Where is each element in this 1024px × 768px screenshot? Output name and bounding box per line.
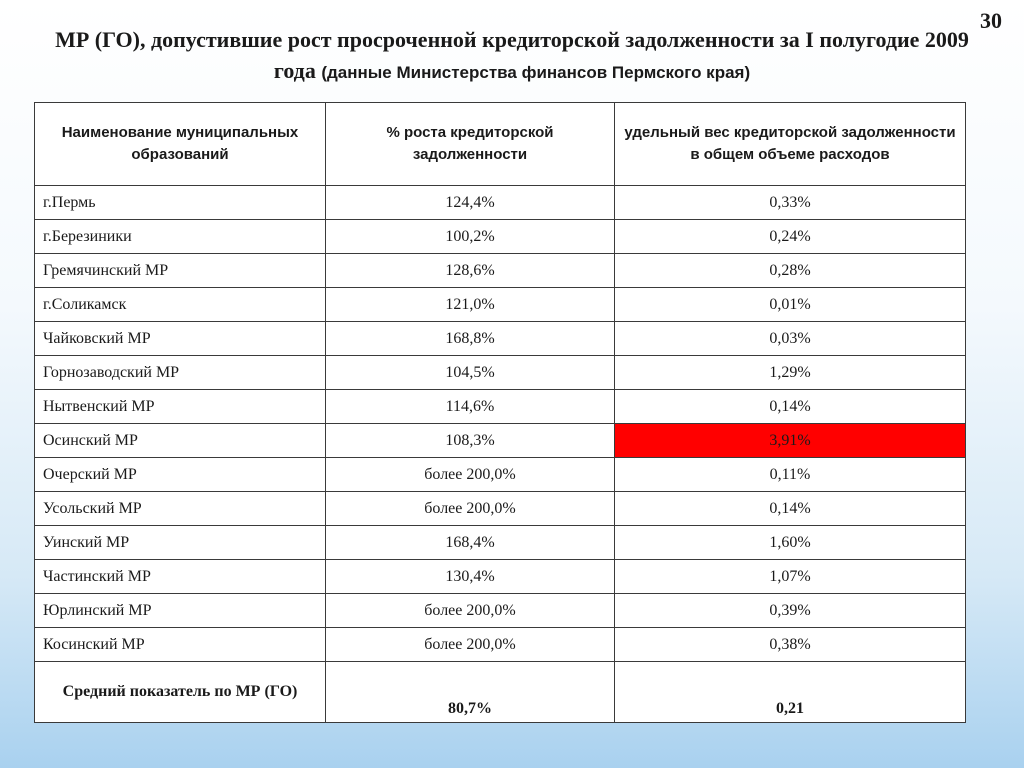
growth-cell: 128,6% xyxy=(325,253,615,288)
growth-cell: 168,4% xyxy=(325,525,615,560)
table-row: г.Березиники 100,2% 0,24% xyxy=(34,219,966,254)
share-cell: 0,03% xyxy=(614,321,966,356)
municipality-cell: Юрлинский МР xyxy=(34,593,326,628)
municipality-cell: Чайковский МР xyxy=(34,321,326,356)
share-cell: 1,07% xyxy=(614,559,966,594)
page-number: 30 xyxy=(980,8,1002,33)
share-cell: 0,24% xyxy=(614,219,966,254)
share-cell: 0,11% xyxy=(614,457,966,492)
table-row: г.Пермь 124,4% 0,33% xyxy=(34,185,966,220)
growth-cell: 121,0% xyxy=(325,287,615,322)
municipality-cell: Осинский МР xyxy=(34,423,326,458)
table-body: г.Пермь 124,4% 0,33% г.Березиники 100,2% 0,24… xyxy=(34,185,966,723)
growth-cell: 124,4% xyxy=(325,185,615,220)
average-growth: 80,7% xyxy=(325,661,615,723)
growth-cell: 168,8% xyxy=(325,321,615,356)
table-header-row: Наименование муниципальных образований %… xyxy=(34,102,966,186)
municipality-cell: Частинский МР xyxy=(34,559,326,594)
table-row: Юрлинский МР более 200,0% 0,39% xyxy=(34,593,966,628)
credit-debt-table: Наименование муниципальных образований %… xyxy=(34,102,966,723)
table-row: Уинский МР 168,4% 1,60% xyxy=(34,525,966,560)
municipality-cell: Косинский МР xyxy=(34,627,326,662)
growth-cell: более 200,0% xyxy=(325,457,615,492)
share-cell: 0,01% xyxy=(614,287,966,322)
table-row: Частинский МР 130,4% 1,07% xyxy=(34,559,966,594)
share-cell-highlighted: 3,91% xyxy=(614,423,966,458)
table-row: Горнозаводский МР 104,5% 1,29% xyxy=(34,355,966,390)
share-cell: 1,29% xyxy=(614,355,966,390)
municipality-cell: Горнозаводский МР xyxy=(34,355,326,390)
share-cell: 1,60% xyxy=(614,525,966,560)
title-main: МР (ГО), допустившие рост просроченной к… xyxy=(55,27,969,83)
table-row: Нытвенский МР 114,6% 0,14% xyxy=(34,389,966,424)
municipality-cell: Очерский МР xyxy=(34,457,326,492)
growth-cell: более 200,0% xyxy=(325,593,615,628)
average-row: Средний показатель по МР (ГО) 80,7% 0,21 xyxy=(34,661,966,723)
table-row: Очерский МР более 200,0% 0,11% xyxy=(34,457,966,492)
average-label: Средний показатель по МР (ГО) xyxy=(34,661,326,723)
growth-cell: более 200,0% xyxy=(325,627,615,662)
title-source: (данные Министерства финансов Пермского … xyxy=(321,63,751,82)
growth-cell: 104,5% xyxy=(325,355,615,390)
share-cell: 0,38% xyxy=(614,627,966,662)
municipality-cell: Уинский МР xyxy=(34,525,326,560)
header-share: удельный вес кредиторской задолженности … xyxy=(614,102,966,186)
table-row: Гремячинский МР 128,6% 0,28% xyxy=(34,253,966,288)
share-cell: 0,14% xyxy=(614,491,966,526)
municipality-cell: Гремячинский МР xyxy=(34,253,326,288)
header-growth: % роста кредиторской задолженности xyxy=(325,102,615,186)
share-cell: 0,39% xyxy=(614,593,966,628)
municipality-cell: Нытвенский МР xyxy=(34,389,326,424)
table-row: Чайковский МР 168,8% 0,03% xyxy=(34,321,966,356)
growth-cell: 114,6% xyxy=(325,389,615,424)
growth-cell: 108,3% xyxy=(325,423,615,458)
page-title: МР (ГО), допустившие рост просроченной к… xyxy=(40,24,984,88)
municipality-cell: г.Березиники xyxy=(34,219,326,254)
growth-cell: 100,2% xyxy=(325,219,615,254)
municipality-cell: г.Пермь xyxy=(34,185,326,220)
table-row: г.Соликамск 121,0% 0,01% xyxy=(34,287,966,322)
table-row: Косинский МР более 200,0% 0,38% xyxy=(34,627,966,662)
share-cell: 0,14% xyxy=(614,389,966,424)
growth-cell: более 200,0% xyxy=(325,491,615,526)
share-cell: 0,33% xyxy=(614,185,966,220)
average-share: 0,21 xyxy=(614,661,966,723)
municipality-cell: Усольский МР xyxy=(34,491,326,526)
header-municipality: Наименование муниципальных образований xyxy=(34,102,326,186)
table-row: Усольский МР более 200,0% 0,14% xyxy=(34,491,966,526)
municipality-cell: г.Соликамск xyxy=(34,287,326,322)
growth-cell: 130,4% xyxy=(325,559,615,594)
table-row: Осинский МР 108,3% 3,91% xyxy=(34,423,966,458)
share-cell: 0,28% xyxy=(614,253,966,288)
